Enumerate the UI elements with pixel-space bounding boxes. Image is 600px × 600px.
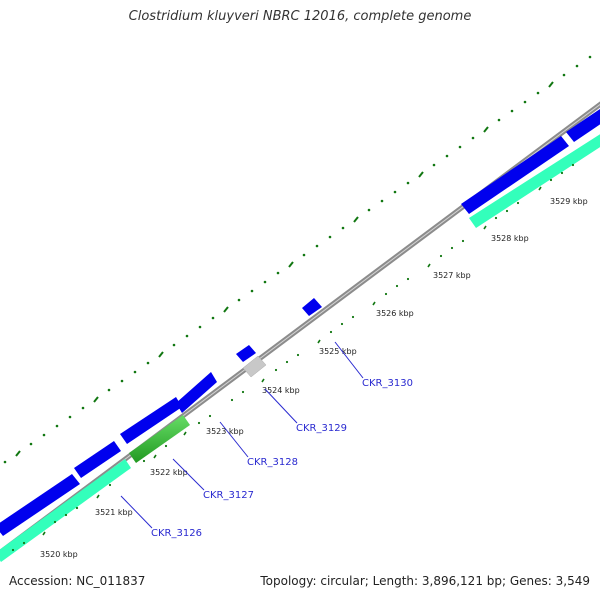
position-tick-labels: 3520 kbp 3521 kbp 3522 kbp 3523 kbp 3524…: [40, 197, 588, 559]
outer-dotted-ring: [3, 55, 592, 464]
tick-label-3524: 3524 kbp: [262, 386, 300, 395]
gene-label-ckr-3130[interactable]: CKR_3130: [362, 378, 413, 389]
tick-label-3520: 3520 kbp: [40, 550, 78, 559]
inner-major-ticks: [42, 186, 542, 536]
tick-label-3522: 3522 kbp: [150, 468, 188, 477]
forward-strand-genes: [0, 109, 600, 536]
tick-label-3526: 3526 kbp: [376, 309, 414, 318]
gene-label-ckr-3126[interactable]: CKR_3126: [151, 528, 202, 539]
genome-summary-text: Topology: circular; Length: 3,896,121 bp…: [260, 574, 590, 588]
tick-label-3528: 3528 kbp: [491, 234, 529, 243]
accession-text: Accession: NC_011837: [9, 574, 146, 588]
gene-label-ckr-3129[interactable]: CKR_3129: [296, 423, 347, 434]
map-title: Clostridium kluyveri NBRC 12016, complet…: [128, 9, 472, 24]
gene-label-ckr-3128[interactable]: CKR_3128: [247, 457, 298, 468]
tick-label-3527: 3527 kbp: [433, 271, 471, 280]
gene-label-leaders: [120, 341, 364, 529]
inner-dotted-ring: [11, 163, 575, 552]
tick-label-3529: 3529 kbp: [550, 197, 588, 206]
tick-label-3521: 3521 kbp: [95, 508, 133, 517]
gene-labels: CKR_3126 CKR_3127 CKR_3128 CKR_3129 CKR_…: [151, 378, 413, 539]
rna-gene: [129, 415, 190, 463]
tick-label-3525: 3525 kbp: [319, 347, 357, 356]
gene-label-ckr-3127[interactable]: CKR_3127: [203, 490, 254, 501]
other-feature: [242, 355, 267, 378]
tick-label-3523: 3523 kbp: [206, 427, 244, 436]
reverse-strand-genes: [0, 134, 600, 562]
outer-major-ticks: [15, 81, 554, 457]
